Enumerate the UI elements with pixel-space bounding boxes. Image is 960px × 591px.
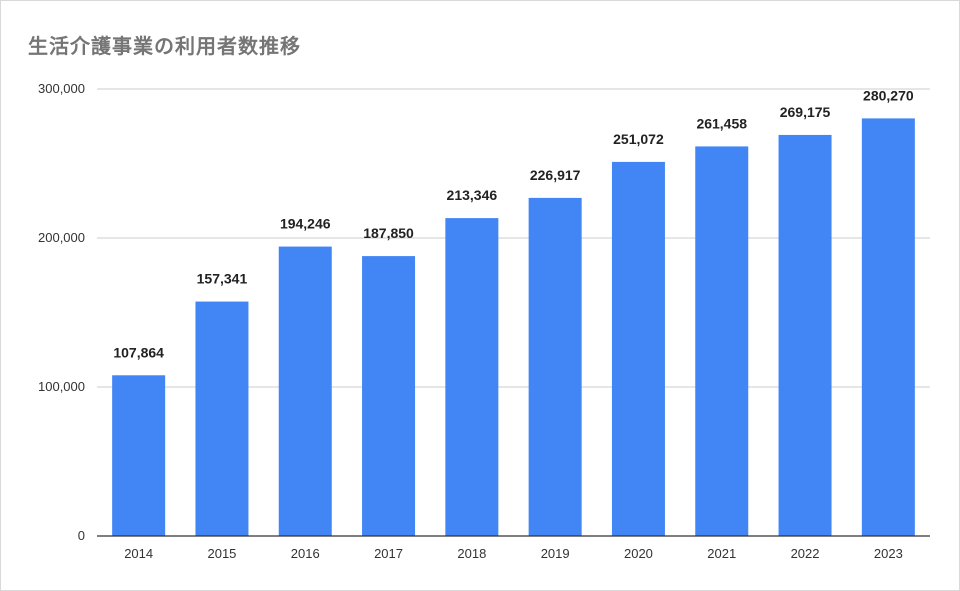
bar [362,256,416,536]
data-label: 251,072 [613,131,664,147]
y-tick-label: 300,000 [38,81,85,96]
data-label: 213,346 [447,187,498,203]
bar [861,118,915,536]
x-tick-label: 2016 [291,546,320,561]
bar [445,218,499,537]
y-tick-label: 0 [78,528,85,543]
y-tick-label: 100,000 [38,379,85,394]
x-tick-label: 2020 [624,546,653,561]
data-label: 187,850 [363,225,414,241]
x-tick-label: 2019 [541,546,570,561]
bar [695,146,749,536]
bar [195,301,249,536]
bar [778,134,832,536]
bar [528,197,582,536]
data-label: 157,341 [197,271,248,287]
data-label: 226,917 [530,167,581,183]
bar [611,161,665,537]
x-tick-label: 2021 [707,546,736,561]
data-label: 261,458 [696,115,747,131]
y-tick-label: 200,000 [38,230,85,245]
data-label: 269,175 [780,104,831,120]
x-tick-label: 2017 [374,546,403,561]
data-label: 107,864 [113,344,164,360]
x-tick-label: 2022 [791,546,820,561]
bar [278,246,332,536]
x-tick-label: 2018 [457,546,486,561]
bar [112,375,166,536]
x-tick-label: 2015 [207,546,236,561]
chart-title: 生活介護事業の利用者数推移 [28,34,301,58]
data-label: 194,246 [280,216,331,232]
x-tick-label: 2023 [874,546,903,561]
x-tick-label: 2014 [124,546,153,561]
data-label: 280,270 [863,87,914,103]
